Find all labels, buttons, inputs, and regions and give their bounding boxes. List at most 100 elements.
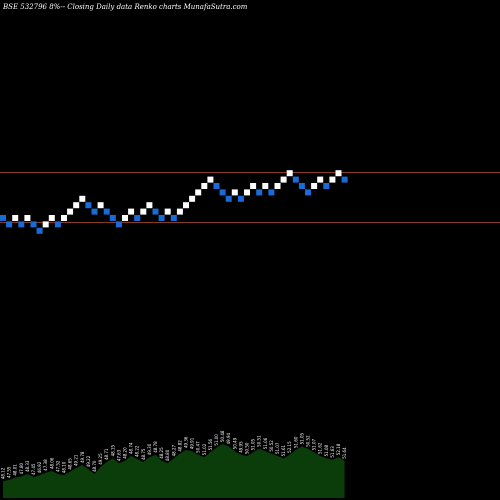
- volume-label: 50.49: [232, 437, 237, 449]
- renko-brick-down: [225, 195, 232, 202]
- renko-brick-up: [24, 215, 31, 221]
- volume-label: 48.75: [141, 448, 146, 460]
- volume-label: 51.02: [202, 443, 207, 455]
- volume-label: 48.20: [123, 447, 128, 459]
- volume-label: 47.80: [19, 462, 24, 474]
- volume-label: 48.74: [129, 442, 134, 454]
- renko-brick-up: [176, 208, 183, 215]
- renko-brick-up: [231, 189, 238, 196]
- renko-brick-down: [115, 221, 122, 228]
- renko-brick-up: [12, 215, 19, 221]
- volume-label: 49.95: [238, 441, 243, 453]
- volume-label: 51.60: [293, 436, 298, 448]
- renko-brick-down: [256, 189, 263, 196]
- renko-bricks: [0, 170, 348, 234]
- renko-brick-up: [280, 176, 287, 183]
- volume-label: 49.36: [184, 436, 189, 448]
- volume-label: 47.55: [7, 466, 12, 478]
- renko-brick-up: [335, 170, 342, 177]
- renko-brick-up: [73, 202, 80, 209]
- renko-brick-up: [61, 215, 67, 221]
- volume-panel: [3, 444, 345, 498]
- volume-label: 47.38: [43, 459, 48, 471]
- renko-brick-up: [79, 195, 86, 202]
- volume-label: 51.64: [342, 447, 347, 459]
- volume-label: 51.07: [312, 438, 317, 450]
- volume-label: 48.71: [104, 448, 109, 460]
- renko-brick-down: [292, 176, 299, 183]
- volume-label: 48.10: [62, 461, 67, 473]
- renko-brick-up: [140, 208, 147, 215]
- volume-label: 48.12: [1, 467, 6, 479]
- volume-label: 52.15: [287, 441, 292, 453]
- volume-label: 48.33: [25, 460, 30, 472]
- volume-label: 49.25: [98, 453, 103, 465]
- volume-label: 48.01: [13, 464, 18, 476]
- renko-brick-down: [36, 227, 43, 234]
- renko-brick-down: [268, 189, 275, 196]
- renko-brick-down: [152, 208, 159, 215]
- renko-brick-down: [305, 189, 311, 196]
- renko-brick-up: [128, 208, 135, 215]
- volume-label: 51.56: [208, 438, 213, 450]
- renko-brick-up: [122, 215, 128, 221]
- volume-label: 51.62: [318, 442, 323, 454]
- renko-brick-down: [18, 221, 25, 228]
- volume-label: 50.47: [196, 441, 201, 453]
- volume-label: 47.45: [31, 463, 36, 475]
- volume-label: 51.61: [281, 444, 286, 456]
- reference-lines: [0, 172, 500, 223]
- renko-brick-up: [48, 215, 55, 221]
- renko-brick-up: [244, 189, 250, 196]
- renko-brick-up: [183, 202, 189, 209]
- volume-label: 48.15: [110, 444, 115, 456]
- volume-label: 50.52: [269, 440, 274, 452]
- renko-brick-down: [213, 183, 220, 189]
- volume-label: 47.52: [55, 460, 60, 472]
- volume-label: 48.27: [171, 444, 176, 456]
- volume-label: 49.94: [226, 432, 231, 444]
- renko-brick-down: [30, 221, 37, 228]
- volume-label: 51.07: [275, 442, 280, 454]
- volume-area: [3, 444, 345, 498]
- volume-label: 51.00: [214, 434, 219, 446]
- volume-label: 49.30: [147, 443, 152, 455]
- renko-brick-up: [146, 202, 153, 209]
- volume-label: 48.80: [165, 449, 170, 461]
- volume-label: 50.51: [257, 435, 262, 447]
- renko-brick-up: [195, 189, 202, 196]
- renko-brick-up: [317, 176, 324, 183]
- renko-brick-up: [97, 202, 104, 209]
- renko-brick-down: [298, 183, 305, 189]
- volume-label: 47.63: [116, 449, 121, 461]
- volume-label: 49.22: [86, 455, 91, 467]
- renko-brick-down: [109, 215, 116, 221]
- renko-brick-down: [341, 176, 348, 183]
- renko-brick-up: [250, 183, 257, 189]
- volume-label: 49.78: [80, 451, 85, 463]
- volume-label: 48.06: [49, 457, 54, 469]
- volume-label: 50.50: [245, 442, 250, 454]
- renko-brick-up: [207, 176, 214, 183]
- renko-brick-up: [201, 183, 208, 189]
- renko-brick-up: [262, 183, 269, 189]
- volume-label: 51.08: [324, 444, 329, 456]
- volume-label: 48.82: [177, 440, 182, 452]
- renko-brick-up: [189, 195, 196, 202]
- volume-label: 49.21: [74, 454, 79, 466]
- renko-brick-up: [286, 170, 293, 177]
- renko-brick-down: [85, 202, 92, 209]
- renko-brick-down: [323, 183, 330, 189]
- volume-label: 48.70: [92, 460, 97, 472]
- renko-brick-up: [67, 208, 74, 215]
- volume-label: 51.06: [263, 437, 268, 449]
- renko-brick-down: [134, 215, 141, 221]
- volume-label: 49.91: [190, 437, 195, 449]
- volume-label: 50.52: [306, 435, 311, 447]
- renko-brick-up: [42, 221, 49, 228]
- volume-label: 48.78: [153, 441, 158, 453]
- volume-label: 48.65: [68, 458, 73, 470]
- renko-brick-down: [54, 221, 61, 228]
